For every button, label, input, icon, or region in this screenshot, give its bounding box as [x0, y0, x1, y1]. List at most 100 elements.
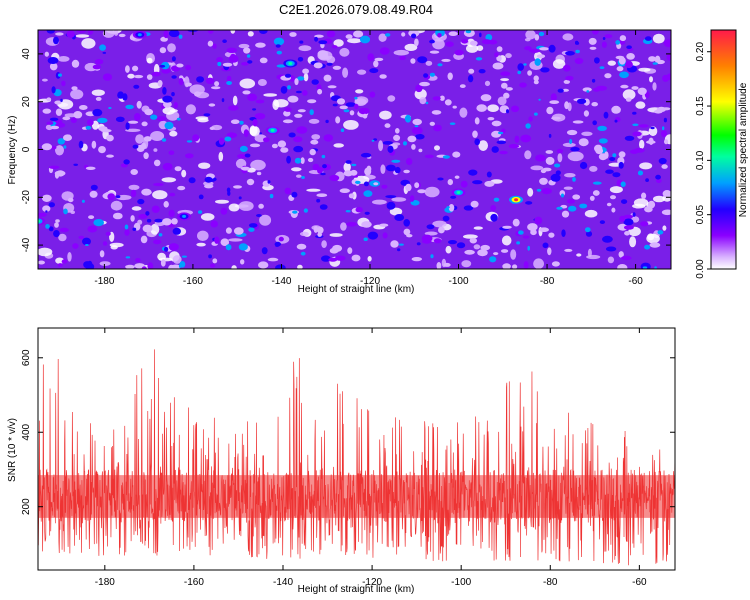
- colorbar-tick-label: 0.05: [695, 205, 706, 225]
- heatmap-cell: [397, 248, 401, 252]
- snr-x-axis-label: Height of straight line (km): [298, 584, 415, 595]
- heatmap-cell: [619, 215, 626, 222]
- heatmap-cell: [317, 50, 329, 58]
- heatmap-cell: [635, 101, 646, 109]
- heatmap-cell: [575, 41, 580, 45]
- heatmap-cell: [362, 113, 368, 119]
- x-tick-label: -120: [360, 276, 380, 287]
- heatmap-cell: [454, 49, 464, 56]
- snr-y-ticks: 200 400 600: [21, 349, 675, 515]
- heatmap-cell: [291, 167, 302, 172]
- heatmap-cell: [210, 220, 218, 228]
- heatmap-cell: [404, 43, 418, 52]
- heatmap-cell: [50, 125, 60, 130]
- heatmap-cell: [539, 227, 549, 232]
- heatmap-cell: [361, 221, 372, 228]
- heatmap-y-ticks: -40 -20 0 20 40: [21, 48, 671, 252]
- heatmap-cell: [540, 67, 550, 73]
- heatmap-cell: [161, 138, 167, 142]
- heatmap-cell: [92, 108, 103, 117]
- heatmap-cell: [461, 260, 472, 268]
- heatmap-cell: [115, 116, 125, 123]
- heatmap-cell: [434, 145, 440, 151]
- heatmap-cell: [115, 195, 121, 199]
- heatmap-cell: [296, 174, 302, 178]
- heatmap-cell: [323, 134, 333, 142]
- heatmap-cell: [44, 51, 49, 57]
- heatmap-cell: [432, 39, 445, 50]
- heatmap-cell: [247, 60, 253, 64]
- heatmap-cell: [249, 126, 260, 137]
- heatmap-cell: [549, 100, 560, 104]
- heatmap-cell: [443, 262, 451, 267]
- heatmap-cell: [218, 137, 225, 145]
- heatmap-cell: [49, 117, 59, 122]
- heatmap-cell: [541, 188, 552, 195]
- heatmap-cell: [246, 54, 251, 58]
- colorbar-scale: [710, 29, 737, 270]
- heatmap-cell: [282, 119, 294, 124]
- heatmap-cell: [331, 45, 338, 49]
- heatmap-hotspot-peak: [137, 33, 142, 37]
- heatmap-cell: [215, 199, 229, 204]
- x-tick-label: -80: [540, 276, 555, 287]
- heatmap-cell: [125, 104, 134, 110]
- heatmap-cell: [369, 91, 376, 98]
- heatmap-cell: [336, 98, 346, 105]
- heatmap-cell: [225, 227, 232, 234]
- heatmap-cell: [589, 195, 595, 201]
- heatmap-cell: [354, 103, 359, 110]
- heatmap-cell: [294, 113, 303, 118]
- heatmap-cell: [288, 132, 296, 138]
- heatmap-cell: [625, 97, 632, 102]
- heatmap-hotspot-peak: [182, 214, 187, 218]
- heatmap-cell: [556, 148, 564, 154]
- heatmap-cell: [137, 198, 145, 205]
- heatmap-cell: [130, 215, 135, 222]
- heatmap-cell: [601, 41, 607, 48]
- heatmap-cell: [403, 169, 410, 174]
- heatmap-cell: [171, 56, 176, 62]
- heatmap-cell: [106, 154, 114, 158]
- heatmap-cell: [87, 225, 98, 233]
- heatmap-cell: [561, 193, 564, 198]
- heatmap-cell: [181, 169, 187, 178]
- heatmap-cell: [638, 124, 649, 128]
- x-tick-label: -160: [183, 276, 203, 287]
- heatmap-cell: [417, 56, 428, 64]
- heatmap-cell: [275, 244, 279, 247]
- heatmap-cell: [654, 266, 657, 269]
- heatmap-cell: [312, 163, 320, 171]
- heatmap-cell: [463, 205, 474, 211]
- heatmap-cell: [102, 30, 115, 38]
- heatmap-cell: [345, 210, 351, 213]
- heatmap-cell: [243, 47, 251, 54]
- heatmap-cell: [649, 76, 653, 83]
- heatmap-cell: [325, 119, 329, 124]
- heatmap-cell: [339, 188, 350, 193]
- heatmap-cell: [153, 239, 162, 245]
- heatmap-cell: [76, 30, 87, 34]
- x-tick-label: -100: [451, 577, 471, 588]
- snr-series: [38, 349, 675, 566]
- heatmap-cell: [432, 220, 447, 228]
- heatmap-cell: [412, 118, 423, 126]
- heatmap-cell: [505, 53, 512, 59]
- heatmap-cell: [501, 249, 509, 253]
- heatmap-cell: [522, 235, 530, 239]
- heatmap-cell: [612, 153, 617, 158]
- heatmap-cell: [646, 233, 660, 244]
- heatmap-cell: [616, 66, 624, 72]
- heatmap-cell: [454, 175, 460, 179]
- heatmap-cell: [125, 122, 130, 130]
- heatmap-cell: [231, 265, 237, 269]
- heatmap-cell: [97, 117, 108, 124]
- heatmap-cell: [81, 199, 85, 203]
- heatmap-cell: [232, 95, 238, 106]
- heatmap-cell: [452, 105, 457, 109]
- figure-title: C2E1.2026.079.08.49.R04: [279, 2, 433, 17]
- heatmap-hotspot-peak: [270, 128, 275, 132]
- heatmap-cell: [132, 144, 139, 149]
- y-tick-label: -20: [21, 190, 32, 205]
- heatmap-cell: [486, 171, 492, 178]
